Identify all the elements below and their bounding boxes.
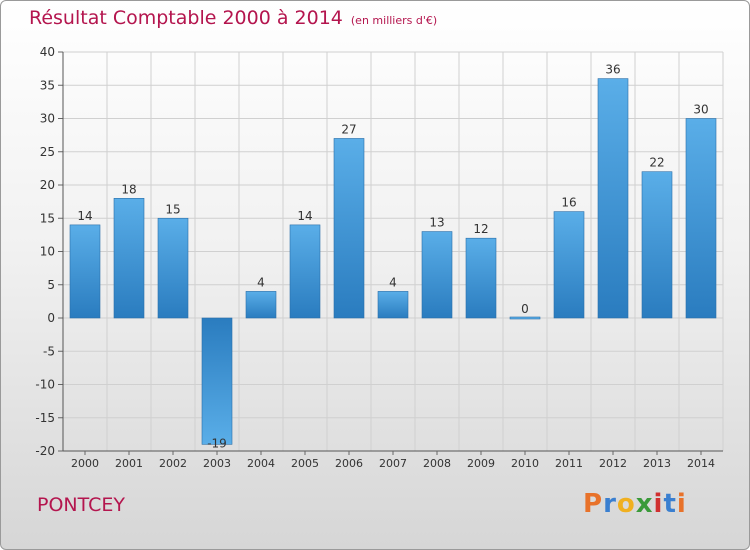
bar-2007 [377, 291, 409, 319]
chart-labels: 4035302520151050-5-10-15-201420001820011… [35, 45, 715, 470]
logo-letter: x [635, 489, 654, 519]
bar-2005 [289, 224, 321, 319]
bar-2000 [69, 224, 101, 319]
bar-2009 [465, 237, 497, 319]
value-label-2005: 14 [297, 209, 312, 223]
bar-2012 [597, 78, 629, 319]
y-tick-label: 35 [40, 78, 55, 92]
value-label-2000: 14 [77, 209, 92, 223]
x-tick-label-2004: 2004 [247, 457, 275, 470]
y-tick-label: 5 [47, 278, 55, 292]
x-tick-label-2006: 2006 [335, 457, 363, 470]
value-label-2012: 36 [605, 63, 620, 77]
value-label-2001: 18 [121, 182, 136, 196]
logo-letter: P [583, 489, 604, 519]
logo-letter: i [676, 489, 687, 519]
chart-title-text: Résultat Comptable 2000 à 2014 [29, 7, 343, 29]
x-tick-label-2007: 2007 [379, 457, 407, 470]
x-tick-label-2012: 2012 [599, 457, 627, 470]
bar-2010 [509, 316, 541, 320]
x-tick-label-2005: 2005 [291, 457, 319, 470]
y-tick-label: 10 [40, 245, 55, 259]
value-label-2002: 15 [165, 202, 180, 216]
y-tick-label: -15 [35, 411, 55, 425]
y-tick-label: 15 [40, 211, 55, 225]
logo-letter: o [616, 489, 636, 519]
x-tick-label-2008: 2008 [423, 457, 451, 470]
value-label-2013: 22 [649, 156, 664, 170]
logo-letter: i [653, 489, 664, 519]
place-name: PONTCEY [37, 494, 125, 516]
bar-2001 [113, 198, 145, 319]
value-label-2009: 12 [473, 222, 488, 236]
y-tick-label: -10 [35, 378, 55, 392]
y-tick-label: -20 [35, 444, 55, 458]
bar-2011 [553, 211, 585, 319]
x-tick-label-2000: 2000 [71, 457, 99, 470]
x-tick-label-2014: 2014 [687, 457, 715, 470]
bar-2004 [245, 291, 277, 319]
value-label-2014: 30 [693, 103, 708, 117]
bar-2013 [641, 171, 673, 319]
x-tick-label-2001: 2001 [115, 457, 143, 470]
value-label-2004: 4 [257, 275, 265, 289]
value-label-2008: 13 [429, 216, 444, 230]
y-tick-label: 40 [40, 45, 55, 59]
x-tick-label-2013: 2013 [643, 457, 671, 470]
x-tick-label-2009: 2009 [467, 457, 495, 470]
logo-letter: r [603, 489, 617, 519]
y-tick-label: 30 [40, 112, 55, 126]
logo-letter: t [663, 489, 677, 519]
bar-2003 [201, 317, 233, 445]
value-label-2006: 27 [341, 122, 356, 136]
x-tick-label-2002: 2002 [159, 457, 187, 470]
bar-2014 [685, 118, 717, 319]
proxiti-logo: Proxiti [583, 489, 687, 519]
value-label-2010: 0 [521, 302, 529, 316]
bar-2002 [157, 217, 189, 319]
value-label-2003: -19 [207, 436, 227, 450]
value-label-2007: 4 [389, 275, 397, 289]
y-tick-label: -5 [43, 344, 55, 358]
chart-bars [69, 78, 717, 445]
bar-2008 [421, 231, 453, 319]
chart-subtitle: (en milliers d'€) [350, 14, 438, 27]
x-tick-label-2003: 2003 [203, 457, 231, 470]
value-label-2011: 16 [561, 196, 576, 210]
y-tick-label: 20 [40, 178, 55, 192]
y-tick-label: 0 [47, 311, 55, 325]
x-tick-label-2010: 2010 [511, 457, 539, 470]
bar-2006 [333, 138, 365, 319]
x-tick-label-2011: 2011 [555, 457, 583, 470]
y-tick-label: 25 [40, 145, 55, 159]
chart-title: Résultat Comptable 2000 à 2014 (en millie… [29, 7, 437, 29]
